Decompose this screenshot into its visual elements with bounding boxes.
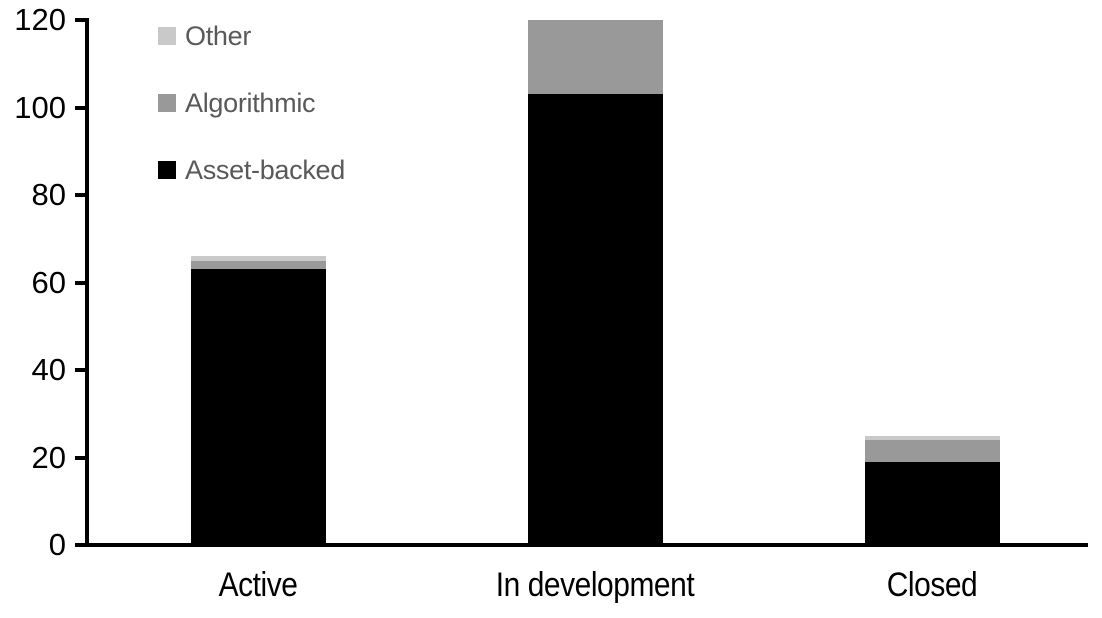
bar-segment-algorithmic xyxy=(864,440,1000,462)
legend-item-other: Other xyxy=(158,21,345,51)
y-tick-label: 60 xyxy=(31,264,66,300)
legend-swatch-algorithmic-icon xyxy=(158,94,176,112)
y-tick-label: 20 xyxy=(31,439,66,475)
bar-segment-other xyxy=(190,256,326,261)
legend-swatch-other-icon xyxy=(158,27,176,45)
y-tick-mark xyxy=(75,193,89,197)
bar-segment-asset-backed xyxy=(190,269,326,545)
y-tick-label: 120 xyxy=(14,2,66,37)
bar-segment-asset-backed xyxy=(864,461,1000,545)
legend-label: Asset-backed xyxy=(185,155,345,185)
legend-label: Other xyxy=(185,21,252,51)
y-tick-label: 40 xyxy=(31,352,66,387)
bar-closed xyxy=(864,435,1000,545)
bar-in-development xyxy=(527,20,663,545)
bar-segment-asset-backed xyxy=(527,94,663,545)
legend-label: Algorithmic xyxy=(185,88,316,118)
legend-item-asset-backed: Asset-backed xyxy=(158,155,345,185)
bar-segment-algorithmic xyxy=(527,20,663,95)
y-tick-label: 100 xyxy=(14,89,66,125)
x-label-active: Active xyxy=(218,566,298,604)
bar-segment-other xyxy=(864,435,1000,440)
legend: Other Algorithmic Asset-backed xyxy=(158,21,345,228)
y-tick-mark xyxy=(75,368,89,372)
legend-swatch-asset-backed-icon xyxy=(158,161,176,179)
y-tick-mark xyxy=(75,543,89,547)
y-tick-mark xyxy=(75,455,89,460)
bar-active xyxy=(190,256,326,545)
legend-item-algorithmic: Algorithmic xyxy=(158,88,345,118)
x-label-closed: Closed xyxy=(886,566,978,604)
y-tick-mark xyxy=(75,18,89,22)
x-axis-line xyxy=(75,543,1088,547)
bar-segment-algorithmic xyxy=(190,260,326,270)
y-tick-label: 80 xyxy=(31,177,66,212)
x-label-in-development: In development xyxy=(495,566,695,604)
y-tick-mark xyxy=(75,280,89,285)
y-tick-label: 0 xyxy=(48,527,66,562)
y-tick-mark xyxy=(75,105,89,110)
